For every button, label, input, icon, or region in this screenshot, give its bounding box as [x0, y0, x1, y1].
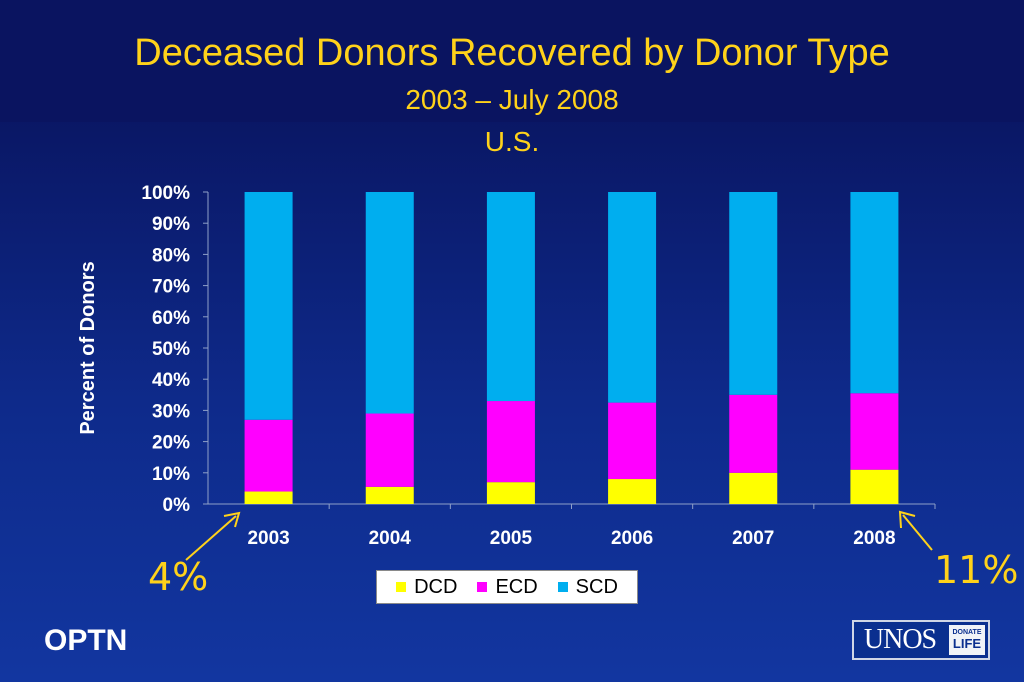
- bar-scd: [729, 192, 778, 395]
- annotation-dcd-2008: 11%: [934, 548, 1019, 592]
- y-tick-label: 20%: [152, 433, 190, 454]
- x-tick-label: 2006: [611, 528, 653, 549]
- unos-donate-life-logo: UNOS DONATE LIFE: [852, 620, 990, 660]
- legend-label-dcd: DCD: [414, 575, 458, 598]
- bar-dcd: [608, 479, 657, 504]
- y-tick-label: 10%: [152, 464, 190, 485]
- donate-life-badge: DONATE LIFE: [949, 625, 985, 655]
- bar-scd: [365, 192, 414, 414]
- y-tick-label: 50%: [152, 339, 190, 360]
- bar-scd: [850, 192, 899, 394]
- y-tick-label: 80%: [152, 245, 190, 266]
- bar-scd: [486, 192, 535, 402]
- legend-item-dcd: DCD: [396, 576, 457, 599]
- chart-subtitle: 2003 – July 2008: [405, 84, 619, 115]
- legend-swatch-dcd: [396, 582, 407, 592]
- annotation-dcd-2003: 4%: [148, 555, 209, 599]
- bar-ecd: [729, 394, 778, 473]
- legend-item-scd: SCD: [557, 575, 618, 599]
- donate-life-badge-bottom: LIFE: [952, 636, 982, 651]
- bar-dcd: [244, 491, 293, 504]
- bar-dcd: [850, 469, 899, 504]
- x-tick-label: 2003: [247, 528, 289, 549]
- bar-dcd: [486, 482, 535, 504]
- x-tick-label: 2004: [369, 528, 412, 549]
- x-tick-label: 2008: [853, 528, 895, 549]
- y-tick-label: 100%: [141, 183, 190, 204]
- chart-region: U.S.: [484, 126, 540, 157]
- y-tick-label: 90%: [152, 214, 190, 235]
- annotation-arrowhead-left: [223, 511, 241, 528]
- chart-title: Deceased Donors Recovered by Donor Type: [134, 32, 890, 74]
- y-tick-label: 40%: [152, 370, 190, 391]
- y-tick-label: 60%: [152, 308, 190, 329]
- y-tick-label: 70%: [152, 277, 190, 298]
- x-tick-label: 2005: [490, 528, 533, 549]
- donate-life-badge-top: DONATE: [952, 629, 982, 636]
- legend-item-ecd: ECD: [477, 575, 538, 599]
- legend-swatch-scd: [557, 582, 568, 592]
- annotation-arrowhead-right: [898, 510, 916, 529]
- legend-swatch-ecd: [477, 582, 488, 592]
- bar-ecd: [486, 401, 535, 483]
- chart-legend: DCD ECD SCD: [376, 570, 638, 604]
- bar-ecd: [608, 402, 657, 480]
- x-tick-label: 2007: [732, 528, 774, 549]
- y-axis-label: Percent of Donors: [77, 261, 99, 434]
- bar-ecd: [244, 419, 293, 492]
- bar-ecd: [365, 413, 414, 487]
- bar-dcd: [729, 472, 778, 504]
- annotation-arrow-right: [902, 514, 933, 551]
- unos-logo-text: UNOS: [863, 624, 937, 655]
- bar-scd: [244, 192, 293, 420]
- annotation-arrow-left: [185, 515, 237, 561]
- bar-ecd: [850, 393, 899, 470]
- optn-label: OPTN: [44, 624, 128, 657]
- title-band: [0, 0, 1024, 122]
- bar-dcd: [365, 486, 414, 504]
- y-tick-label: 30%: [152, 401, 190, 422]
- legend-label-ecd: ECD: [495, 575, 538, 598]
- bar-scd: [608, 192, 657, 403]
- legend-label-scd: SCD: [575, 575, 618, 598]
- y-tick-label: 0%: [163, 495, 191, 516]
